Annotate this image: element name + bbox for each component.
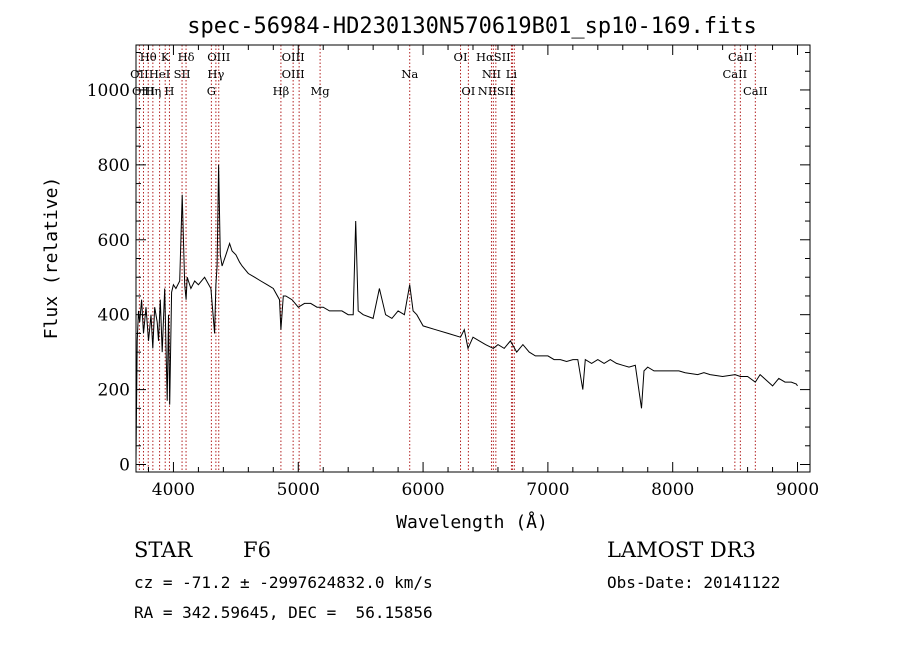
x-tick-label: 6000	[401, 480, 444, 500]
line-label: CaII	[743, 84, 768, 98]
line-label: Hδ	[178, 50, 195, 64]
line-label: Li	[506, 67, 518, 81]
line-label: OIII	[282, 50, 305, 64]
line-label: HeI	[149, 67, 170, 81]
line-label: OIII	[207, 50, 230, 64]
y-tick-label: 0	[119, 456, 130, 476]
line-label: Hη	[144, 84, 161, 98]
x-tick-label: 4000	[152, 480, 195, 500]
line-label: G	[207, 84, 216, 98]
line-label: Mg	[311, 84, 331, 98]
x-axis-label: Wavelength (Å)	[396, 511, 548, 533]
line-label: Hβ	[273, 84, 290, 98]
line-label: OIII	[282, 67, 305, 81]
x-tick-label: 8000	[651, 480, 694, 500]
x-tick-label: 9000	[776, 480, 819, 500]
x-axis-ticks: 4000 5000 6000 7000 8000 9000	[147, 45, 819, 500]
y-tick-label: 600	[98, 231, 130, 251]
line-label: CaII	[722, 67, 747, 81]
object-type: STAR	[134, 538, 193, 562]
line-label: HαSII	[476, 50, 511, 64]
line-label: K	[161, 50, 170, 64]
y-axis-label: Flux (relative)	[41, 177, 62, 340]
line-label: OIII	[132, 84, 155, 98]
spectrum-line	[135, 164, 798, 461]
spectral-line-labels: Hθ K Hδ OIII OIII OI HαSII CaII OII HeI SII Hγ OIII N…	[130, 50, 768, 98]
y-tick-label: 1000	[87, 81, 130, 101]
object-subclass: F6	[243, 538, 271, 562]
line-label: Hθ	[140, 50, 157, 64]
y-tick-label: 400	[98, 306, 130, 326]
line-label: OII	[130, 67, 149, 81]
line-label: OI	[461, 84, 475, 98]
survey-name: LAMOST DR3	[607, 538, 756, 562]
line-label: NII	[482, 67, 501, 81]
line-label: CaII	[728, 50, 753, 64]
plot-frame	[135, 44, 811, 473]
spectral-line-markers	[138, 45, 756, 472]
y-axis-ticks: 0 200 400 600 800 1000	[87, 51, 810, 476]
chart-title: spec-56984-HD230130N570619B01_sp10-169.f…	[187, 14, 757, 39]
line-label: H	[164, 84, 174, 98]
coordinates: RA = 342.59645, DEC = 56.15856	[134, 603, 433, 622]
line-label: SII	[174, 67, 191, 81]
y-tick-label: 200	[98, 381, 130, 401]
x-tick-label: 5000	[277, 480, 320, 500]
line-label: Na	[401, 67, 418, 81]
y-tick-label: 800	[98, 156, 130, 176]
line-label: OI	[454, 50, 468, 64]
obs-date: Obs-Date: 20141122	[607, 573, 781, 592]
line-label: NIISII	[478, 84, 514, 98]
line-label: Hγ	[207, 67, 224, 81]
velocity-readout: cz = -71.2 ± -2997624832.0 km/s	[134, 573, 433, 592]
x-tick-label: 7000	[526, 480, 569, 500]
